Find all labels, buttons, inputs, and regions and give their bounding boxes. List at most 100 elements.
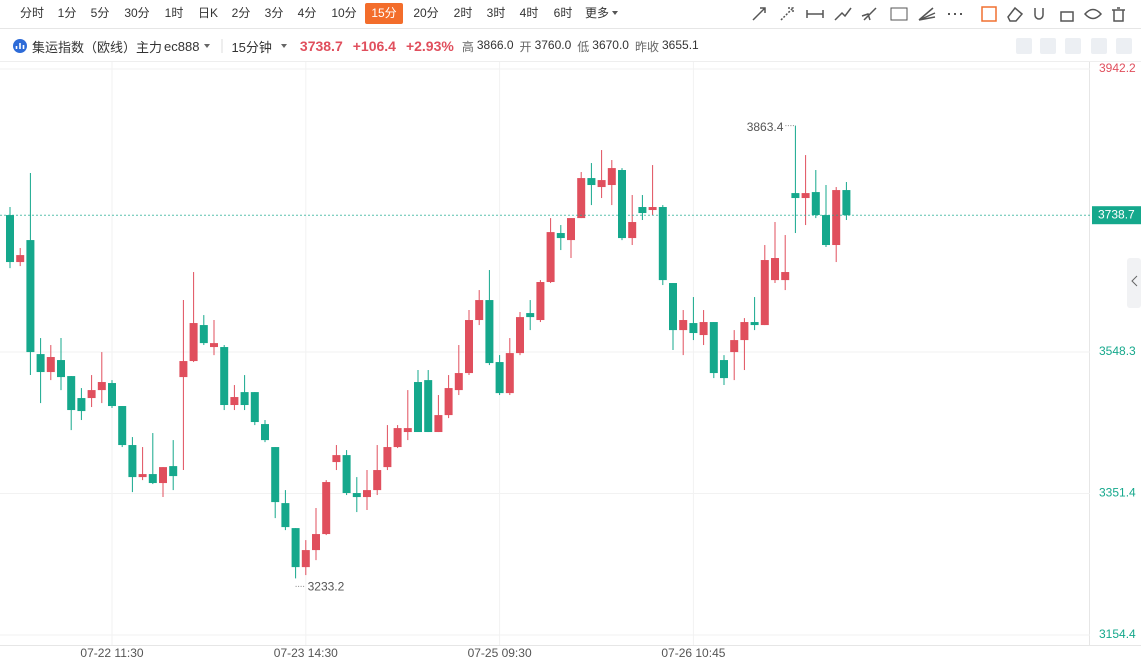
candle-body: [505, 353, 514, 394]
period-button[interactable]: 1时: [165, 6, 184, 20]
x-tick-label: 07-22 11:30: [80, 646, 143, 660]
period-button[interactable]: 5分: [91, 6, 110, 20]
change-percent: +2.93%: [405, 38, 454, 54]
candle-body: [414, 382, 422, 433]
stat-value: 3760.0: [534, 37, 572, 52]
candle-body: [230, 397, 239, 406]
more-caret: [612, 11, 618, 15]
candle-body: [383, 447, 392, 468]
candle-body: [760, 260, 769, 326]
candle-body: [801, 193, 810, 199]
x-tick-label: 07-25 09:30: [468, 646, 532, 660]
period-button[interactable]: 分时: [20, 6, 44, 20]
y-tick-label: 3351.4: [1099, 486, 1136, 500]
period-button[interactable]: 日K: [198, 6, 218, 20]
symbol-name: 集运指数（欧线）主力: [32, 39, 163, 55]
candle-body: [363, 490, 371, 498]
candle-body: [281, 503, 290, 528]
candle-body: [434, 415, 443, 433]
candle-body: [128, 445, 137, 478]
period-button[interactable]: 更多: [585, 6, 609, 20]
candle-body: [822, 215, 830, 246]
y-tick-label: 3154.4: [1099, 627, 1136, 641]
period-button[interactable]: 2分: [232, 6, 251, 20]
period-button[interactable]: 3分: [265, 6, 284, 20]
candle-body: [628, 222, 637, 239]
candle-body: [271, 447, 280, 503]
candle-body: [495, 362, 504, 394]
period-button[interactable]: 1分: [58, 6, 77, 20]
stat-value: 3670.0: [592, 37, 629, 52]
period-button[interactable]: 30分: [124, 6, 149, 20]
candle-body: [67, 376, 76, 411]
period-button[interactable]: 6时: [554, 6, 573, 20]
candle-body: [485, 300, 494, 364]
candle-body: [148, 474, 157, 484]
last-price: 3738.7: [299, 38, 343, 54]
period-button[interactable]: 2时: [454, 6, 473, 20]
candle-body: [97, 382, 106, 391]
candle-body: [618, 170, 626, 239]
candle-body: [607, 168, 616, 186]
period-button[interactable]: 15分: [371, 6, 396, 20]
candle-body: [454, 373, 463, 391]
period-button[interactable]: 20分: [413, 6, 438, 20]
candle-body: [679, 320, 688, 331]
candle-body: [526, 313, 535, 318]
candle-body: [301, 550, 310, 568]
header-button[interactable]: [1040, 38, 1056, 54]
candle-body: [352, 493, 361, 498]
interval[interactable]: 15分钟: [231, 39, 272, 55]
candle-body: [638, 207, 647, 214]
y-tick-label: 3942.2: [1099, 61, 1136, 75]
candle-body: [291, 528, 300, 568]
candle-body: [250, 392, 259, 423]
candle-body: [261, 424, 269, 441]
dropdown-caret: [280, 44, 287, 48]
candle-body: [403, 428, 412, 433]
period-button[interactable]: 4时: [520, 6, 539, 20]
symbol-code[interactable]: ec888: [164, 38, 200, 54]
candle-body: [373, 470, 382, 491]
header-button[interactable]: [1116, 38, 1132, 54]
header-button[interactable]: [1065, 38, 1081, 54]
separator: [221, 39, 223, 53]
last-price-label: 3738.7: [1098, 207, 1135, 221]
candle-body: [791, 193, 800, 199]
period-active-bg: [365, 3, 403, 24]
period-button[interactable]: 3时: [487, 6, 506, 20]
candle-body: [465, 320, 473, 374]
candle-body: [199, 325, 208, 344]
candle-body: [118, 406, 127, 446]
header-button[interactable]: [1091, 38, 1107, 54]
candle-body: [689, 323, 698, 334]
candle-body: [332, 455, 341, 463]
candle-body: [516, 317, 524, 354]
change: +106.4: [352, 38, 396, 54]
candle-body: [16, 255, 25, 263]
header-button[interactable]: [1016, 38, 1032, 54]
candle-body: [159, 467, 167, 484]
candle-body: [322, 482, 331, 535]
candle-body: [210, 343, 218, 348]
candle-body: [36, 354, 45, 373]
drawing-tools[interactable]: [752, 6, 1125, 22]
candle-body: [57, 360, 65, 378]
candle-body: [444, 388, 453, 416]
candle-body: [709, 322, 718, 374]
dropdown-caret: [204, 44, 211, 48]
candle-body: [220, 347, 229, 406]
stat-label: 高: [461, 39, 474, 54]
candle-body: [169, 466, 178, 477]
candle-body: [597, 180, 606, 188]
candle-body: [26, 240, 35, 353]
period-button[interactable]: 4分: [298, 6, 317, 20]
candle-body: [475, 300, 484, 321]
y-tick-label: 3548.3: [1099, 344, 1136, 358]
candle-body: [587, 178, 596, 186]
stat-value: 3655.1: [662, 37, 699, 52]
candle-body: [699, 322, 708, 336]
candle-body: [730, 340, 739, 353]
period-button[interactable]: 10分: [331, 6, 356, 20]
candle-body: [393, 428, 402, 448]
